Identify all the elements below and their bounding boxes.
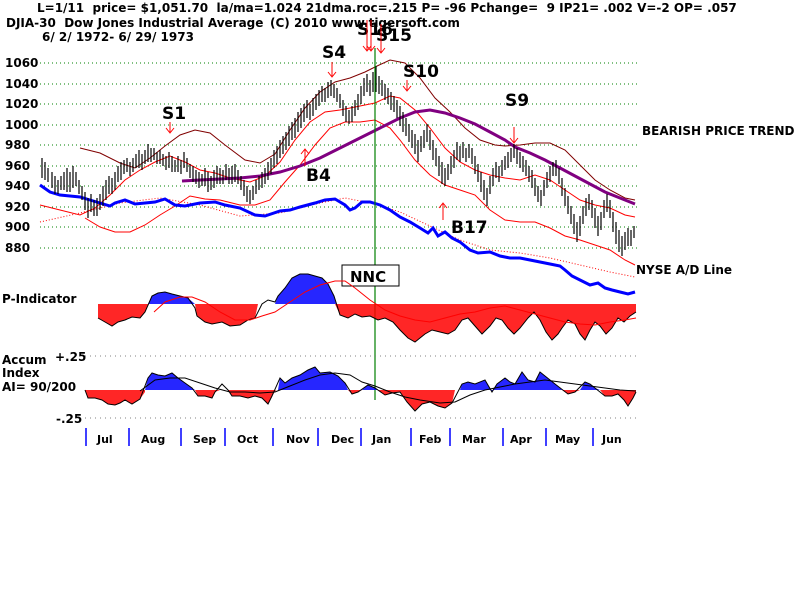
- svg-text:Jan: Jan: [371, 433, 391, 446]
- svg-text:Mar: Mar: [462, 433, 486, 446]
- nyse-ad-line: [39, 183, 636, 296]
- svg-text:1060: 1060: [5, 56, 38, 70]
- price-grid: [40, 62, 637, 249]
- lower-band: [84, 119, 636, 266]
- upper-band: [39, 95, 636, 218]
- svg-text:Jun: Jun: [601, 433, 622, 446]
- svg-text:B4: B4: [306, 166, 331, 186]
- price-bars: [41, 66, 635, 256]
- ad-line-label: NYSE A/D Line: [636, 263, 732, 277]
- svg-text:NNC: NNC: [350, 268, 386, 286]
- accum-bottom-tick: -.25: [56, 412, 82, 426]
- copyright: (C) 2010 www.tigersoft.com: [270, 16, 460, 30]
- accum-label-2: Index: [2, 366, 40, 380]
- month-labels: Jul Aug Sep Oct Nov Dec Jan Feb Mar Apr …: [96, 433, 622, 446]
- svg-text:1000: 1000: [5, 118, 38, 132]
- header-stats: L=1/11 price= $1,051.70 la/ma=1.024 21dm…: [37, 1, 737, 15]
- svg-text:960: 960: [5, 159, 30, 173]
- svg-text:S4: S4: [322, 43, 346, 63]
- svg-text:880: 880: [5, 241, 30, 255]
- signal-s9: S9: [505, 91, 529, 144]
- svg-text:980: 980: [5, 138, 30, 152]
- month-axis: [85, 428, 594, 446]
- svg-text:940: 940: [5, 179, 30, 193]
- p-indicator-label: P-Indicator: [2, 292, 76, 306]
- svg-text:S16: S16: [357, 20, 393, 40]
- svg-text:1040: 1040: [5, 77, 38, 91]
- svg-text:B17: B17: [451, 218, 488, 238]
- svg-text:Aug: Aug: [141, 433, 165, 446]
- svg-text:920: 920: [5, 200, 30, 214]
- svg-text:1020: 1020: [5, 97, 38, 111]
- svg-text:Apr: Apr: [510, 433, 532, 446]
- upper-outer-band: [79, 59, 636, 201]
- signal-b4: B4: [300, 148, 331, 186]
- svg-text:Jul: Jul: [96, 433, 113, 446]
- svg-text:Dec: Dec: [331, 433, 354, 446]
- ad-moving-average: [39, 197, 636, 278]
- svg-text:S15: S15: [376, 26, 412, 46]
- svg-text:S9: S9: [505, 91, 529, 111]
- accum-label-3: AI= 90/200: [2, 380, 76, 394]
- svg-text:S10: S10: [403, 62, 439, 82]
- accum-top-tick: +.25: [55, 350, 86, 364]
- svg-text:S1: S1: [162, 104, 186, 124]
- signal-s4: S4: [322, 43, 346, 78]
- svg-text:Nov: Nov: [286, 433, 311, 446]
- date-range: 6/ 2/ 1972- 6/ 29/ 1973: [42, 30, 194, 44]
- chart-title: DJIA-30 Dow Jones Industrial Average: [6, 16, 264, 30]
- accum-grid: [85, 355, 637, 419]
- signal-s15: S15: [376, 24, 412, 54]
- svg-text:Sep: Sep: [193, 433, 216, 446]
- svg-text:Feb: Feb: [419, 433, 442, 446]
- signal-s16: S16: [357, 20, 393, 52]
- y-axis-labels: 1060 1040 1020 1000 980 960 940 920 900 …: [5, 56, 38, 255]
- signal-s1: S1: [162, 104, 186, 134]
- svg-text:May: May: [555, 433, 580, 446]
- moving-average-line: [181, 108, 636, 206]
- trend-label: BEARISH PRICE TREND: [642, 124, 795, 138]
- signal-s10: S10: [402, 62, 439, 92]
- nnc-box: NNC: [341, 264, 400, 287]
- accum-index-bars: [84, 366, 637, 412]
- p-indicator-bars: [97, 273, 637, 343]
- svg-text:900: 900: [5, 220, 30, 234]
- accum-label-1: Accum: [2, 353, 47, 367]
- svg-text:Oct: Oct: [237, 433, 258, 446]
- signal-b17: B17: [438, 202, 488, 238]
